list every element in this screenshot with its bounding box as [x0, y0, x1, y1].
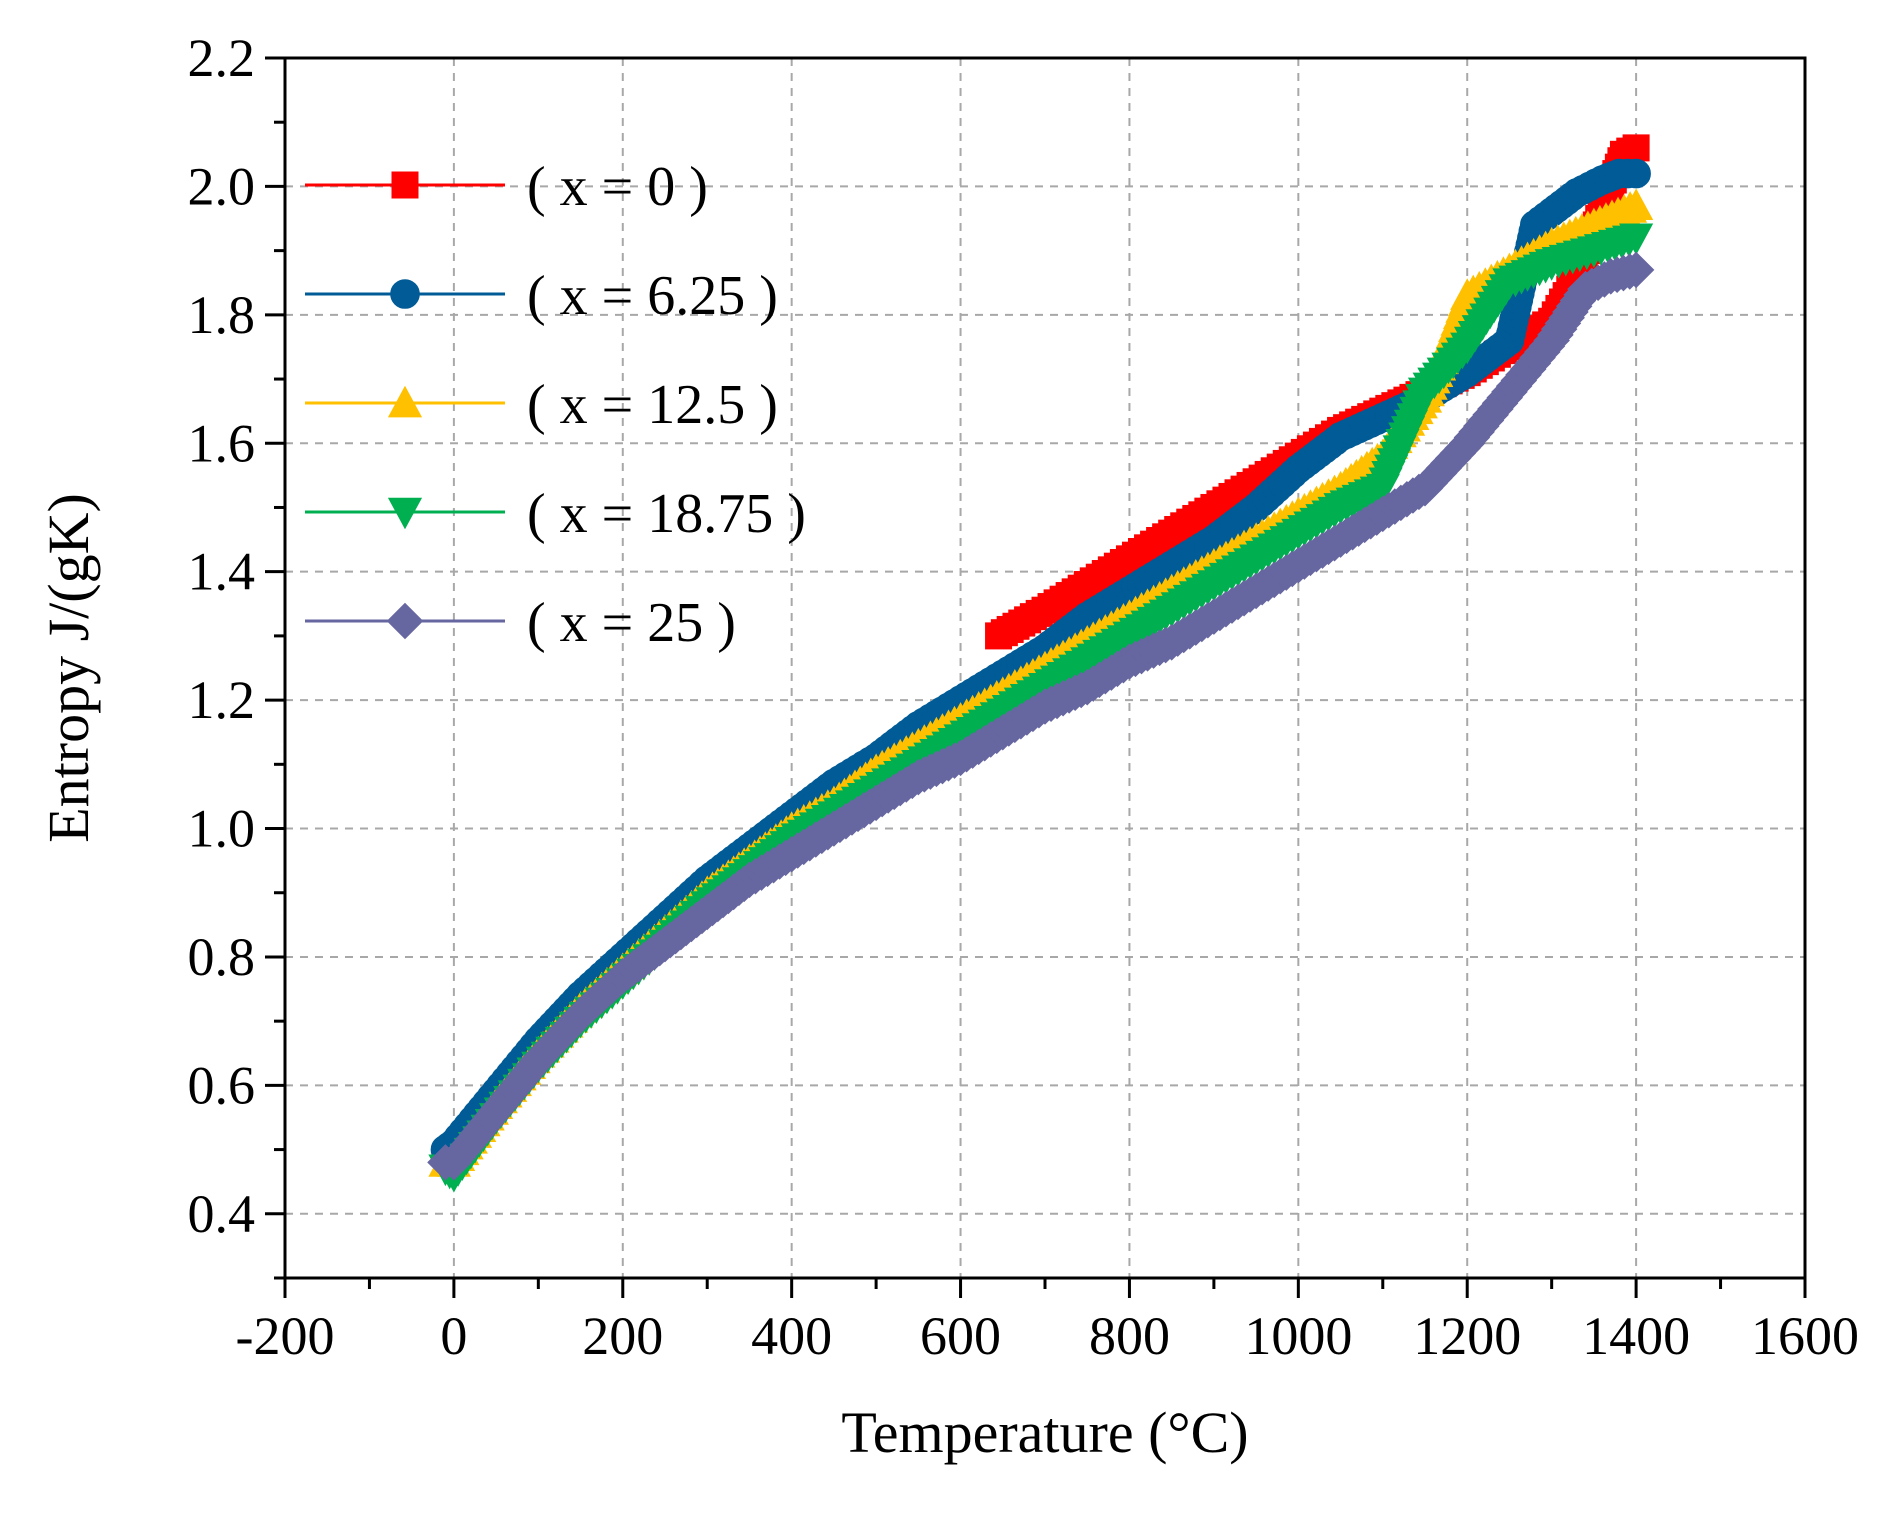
- legend-label: ( x = 25 ): [527, 592, 736, 654]
- x-tick-label: 1400: [1582, 1306, 1690, 1366]
- x-tick-label: 0: [440, 1306, 467, 1366]
- legend-marker: [390, 279, 420, 309]
- y-tick-label: 1.8: [188, 285, 256, 345]
- x-tick-label: 1000: [1244, 1306, 1352, 1366]
- y-tick-label: 2.2: [188, 28, 256, 88]
- tick-layer: -200 0 200 400 600 800 1000 1200 1400 1600 0.4 0.6 0…: [188, 28, 1860, 1366]
- data-point: [1619, 223, 1654, 256]
- legend-label: ( x = 0 ): [527, 156, 708, 218]
- x-axis-title: Temperature (°C): [841, 1400, 1248, 1465]
- y-tick-label: 1.4: [188, 542, 256, 602]
- y-tick-label: 2.0: [188, 156, 256, 216]
- legend-entry: ( x = 12.5 ): [305, 374, 778, 436]
- legend-label: ( x = 18.75 ): [527, 483, 806, 545]
- y-tick-label: 1.2: [188, 670, 256, 730]
- legend-entry: ( x = 18.75 ): [305, 483, 806, 545]
- x-tick-label: 1600: [1751, 1306, 1859, 1366]
- series-4: [427, 251, 1655, 1181]
- y-tick-label: 1.0: [188, 799, 256, 859]
- y-tick-label: 0.6: [188, 1055, 256, 1115]
- x-tick-label: -200: [236, 1306, 335, 1366]
- x-tick-label: 400: [751, 1306, 832, 1366]
- data-point: [1622, 134, 1650, 162]
- data-point: [1619, 188, 1654, 220]
- series-layer: [427, 134, 1655, 1193]
- legend-label: ( x = 12.5 ): [527, 374, 778, 436]
- y-tick-label: 1.6: [188, 413, 256, 473]
- x-tick-label: 600: [920, 1306, 1001, 1366]
- y-tick-label: 0.4: [188, 1184, 256, 1244]
- data-point: [1621, 158, 1651, 189]
- legend-marker: [387, 385, 423, 418]
- legend-marker: [391, 171, 419, 199]
- legend-marker: [387, 497, 423, 530]
- legend-entry: ( x = 0 ): [305, 156, 708, 218]
- y-tick-label: 0.8: [188, 927, 256, 987]
- x-tick-label: 800: [1089, 1306, 1170, 1366]
- y-axis-title: Entropy J/(gK): [36, 493, 101, 843]
- legend-entry: ( x = 25 ): [305, 592, 736, 654]
- x-tick-label: 200: [582, 1306, 663, 1366]
- legend-label: ( x = 6.25 ): [527, 265, 778, 327]
- x-tick-label: 1200: [1413, 1306, 1521, 1366]
- legend: ( x = 0 ) ( x = 6.25 ) ( x = 12.5 ) ( x = 1…: [305, 156, 806, 654]
- legend-marker: [386, 602, 424, 640]
- legend-entry: ( x = 6.25 ): [305, 265, 778, 327]
- data-point: [1617, 251, 1655, 289]
